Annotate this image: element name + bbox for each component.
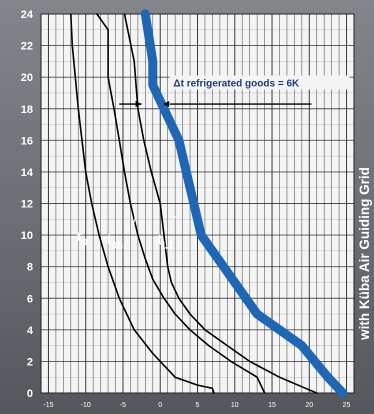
x-tick-labels: -15 -10 -5 0 5 10 15 20 25	[43, 402, 350, 409]
plot-frame	[40, 13, 355, 394]
label-t0h-sub: 0h	[112, 241, 124, 252]
label-leader	[170, 215, 176, 226]
y-tick-label: 20	[21, 72, 33, 84]
y-tick-label: 24	[21, 9, 34, 21]
x-tick-label: -10	[81, 402, 91, 409]
annotation-box	[169, 75, 350, 90]
label-t0: t0	[77, 228, 88, 248]
annotation-arrows	[119, 101, 312, 108]
series-line-t0	[70, 13, 215, 394]
x-tick-label: 10	[231, 402, 239, 409]
label-leader	[87, 215, 92, 226]
y-tick-label: 18	[21, 104, 33, 116]
label-tL1-sub: L1	[162, 241, 174, 252]
label-t0h: t0h	[107, 232, 124, 252]
label-leaders	[87, 214, 176, 226]
label-t0-main: t	[77, 228, 82, 245]
x-tick-label: 0	[158, 402, 162, 409]
y-tick-label: 16	[21, 135, 33, 147]
x-tick-label: 20	[305, 402, 313, 409]
y-tick-label: 14	[21, 167, 34, 179]
x-tick-label: 25	[343, 402, 351, 409]
label-leader	[132, 214, 137, 225]
y-tick-label: 2	[27, 356, 33, 368]
side-label: with Küba Air Guiding Grid	[357, 167, 372, 341]
series-line-highlight	[140, 9, 348, 398]
y-tick-label: 10	[21, 230, 33, 242]
series-line-tL1	[123, 13, 318, 394]
x-tick-label: -5	[120, 402, 126, 409]
label-tL1: tL1	[157, 232, 174, 252]
label-t0h-main: t	[107, 232, 112, 249]
arrow-left-head	[135, 101, 142, 108]
y-tick-label: 0	[27, 388, 33, 400]
x-tick-label: 15	[268, 402, 276, 409]
x-tick-label: 5	[196, 402, 200, 409]
label-t0-sub: 0	[82, 237, 88, 248]
x-tick-label: -15	[43, 402, 53, 409]
y-tick-label: 12	[21, 199, 33, 211]
annotation-text: Δt refrigerated goods = 6K	[173, 78, 300, 89]
series-line-t0h	[96, 13, 266, 394]
y-tick-label: 22	[21, 41, 33, 53]
y-tick-label: 4	[27, 325, 34, 337]
y-tick-label: 8	[27, 262, 33, 274]
curves	[70, 9, 348, 398]
arrow-right-head	[163, 101, 170, 108]
label-tL1-main: t	[157, 232, 162, 249]
y-tick-label: 6	[27, 293, 33, 305]
